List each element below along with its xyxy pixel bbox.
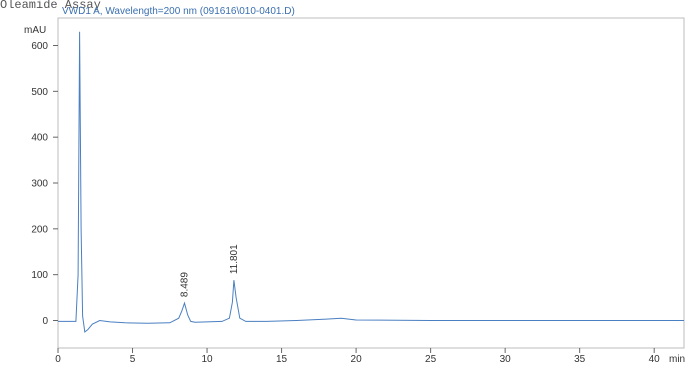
series-label: VWD1 A, Wavelength=200 nm (091616\010-04… [62,6,295,17]
series-lines [58,31,684,333]
x-tick-label: 25 [425,354,437,365]
y-axis-label: mAU [24,25,46,36]
x-tick-label: 0 [55,354,61,365]
x-tick-label: 5 [130,354,136,365]
peak-label: 11.801 [229,244,240,274]
x-tick-label: 10 [201,354,213,365]
peak-label: 8.489 [180,272,191,297]
y-tick-label: 600 [31,41,48,52]
y-tick-label: 400 [31,133,48,144]
x-tick-label: 40 [649,354,661,365]
x-tick-label: 15 [276,354,288,365]
x-axis-label: min [669,354,685,365]
x-tick-label: 30 [500,354,512,365]
chromatogram-trace [58,31,684,333]
x-tick-label: 35 [574,354,586,365]
y-tick-label: 200 [31,224,48,235]
y-tick-label: 500 [31,87,48,98]
peak-labels: 8.489 11.801 [180,244,240,297]
y-tick-label: 300 [31,179,48,190]
chart-header: Oleamide Assay [0,0,101,12]
y-tick-label: 100 [31,270,48,281]
plot-frame [57,17,685,349]
y-tick-label: 0 [42,316,48,327]
x-tick-label: 20 [351,354,363,365]
